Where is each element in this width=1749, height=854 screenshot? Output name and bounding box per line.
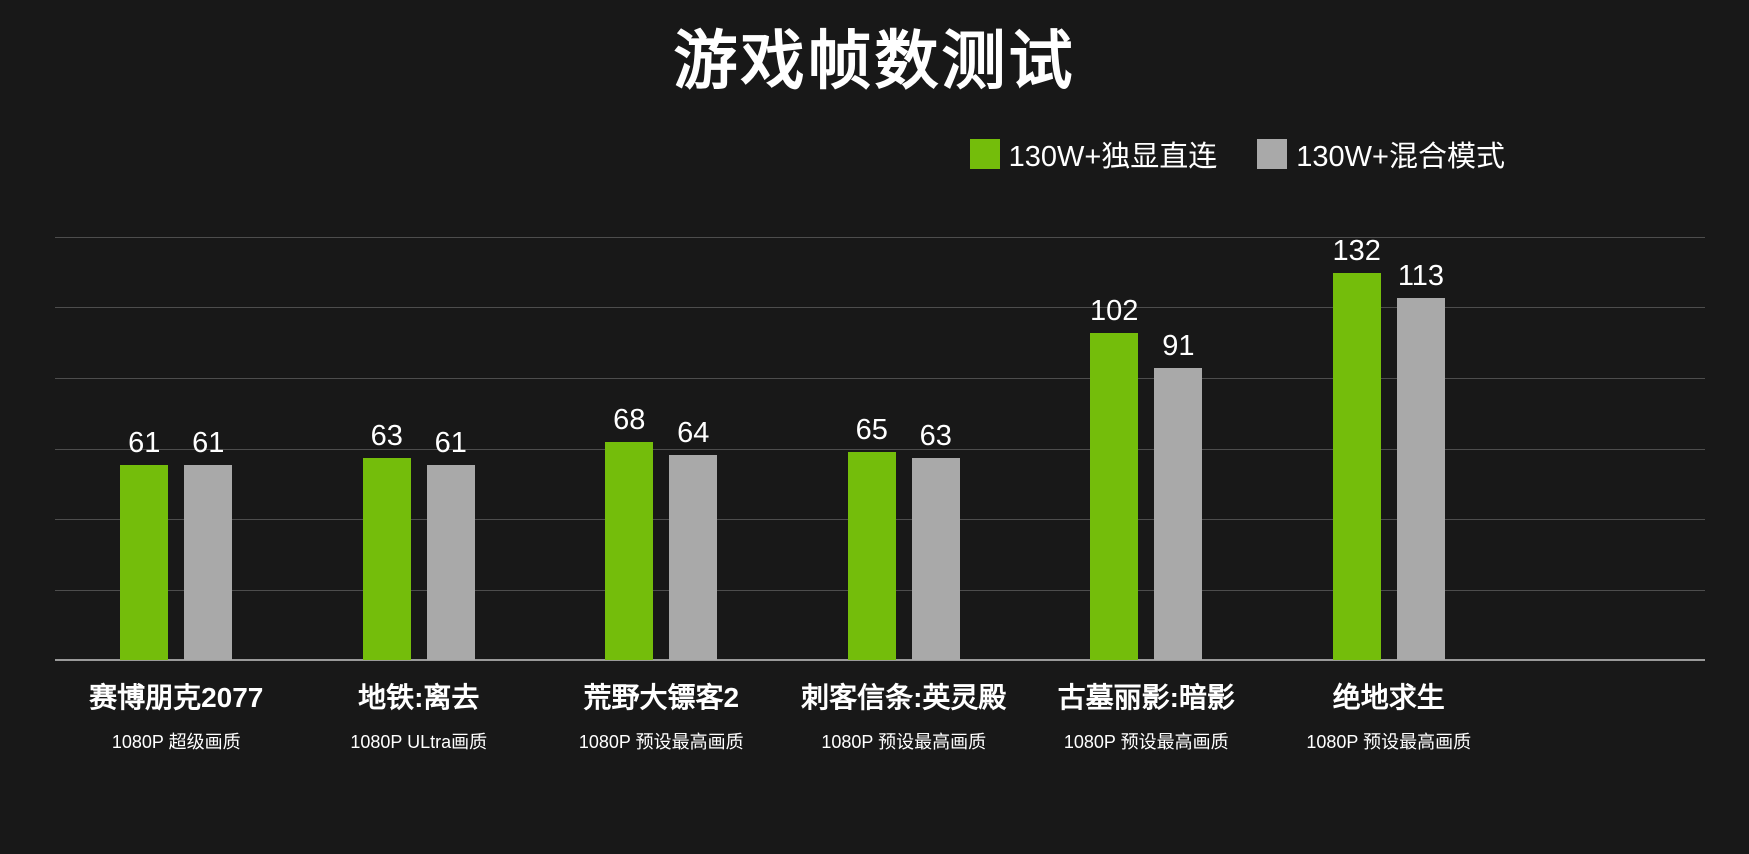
chart-title: 游戏帧数测试 [673, 25, 1076, 97]
gridline [55, 377, 1705, 379]
bar-value-label: 132 [1332, 235, 1381, 267]
x-axis-line [55, 659, 1705, 661]
bar-hybrid [669, 454, 718, 660]
bar-value-label: 61 [192, 426, 225, 459]
bar-direct [1332, 273, 1381, 660]
category-name: 古墓丽影:暗影 [1057, 682, 1235, 713]
bar-direct [605, 442, 654, 660]
legend: 130W+独显直连 130W+混合模式 [0, 133, 1505, 175]
category-name: 刺客信条:英灵殿 [801, 682, 1007, 713]
bar-groups: 61 61 63 61 68 64 65 63 102 91 132 113 [55, 237, 1510, 660]
bar-value-label: 102 [1090, 295, 1139, 328]
bar-hybrid [911, 458, 960, 660]
category-subtitle: 1080P 预设最高画质 [1063, 732, 1229, 752]
bar-group: 132 113 [1268, 237, 1511, 660]
category-label-col: 荒野大镖客2 1080P 预设最高画质 [540, 676, 783, 754]
bar-hybrid [1154, 368, 1203, 660]
category-label-col: 古墓丽影:暗影 1080P 预设最高画质 [1025, 676, 1268, 754]
category-name: 赛博朋克2077 [89, 682, 264, 713]
bar-group: 61 61 [55, 237, 298, 660]
category-subtitle: 1080P 预设最高画质 [578, 732, 744, 752]
category-name: 地铁:离去 [358, 682, 480, 713]
legend-swatch-hybrid-icon [1257, 139, 1288, 169]
bar-group: 68 64 [540, 237, 783, 660]
bar-value-label: 68 [613, 404, 646, 437]
bar-group: 102 91 [1025, 237, 1268, 660]
category-subtitle: 1080P 预设最高画质 [821, 732, 987, 752]
legend-swatch-direct-icon [969, 139, 1000, 169]
bar-value-label: 61 [434, 426, 467, 459]
bar-value-label: 113 [1397, 259, 1445, 292]
category-subtitle: 1080P 预设最高画质 [1306, 732, 1472, 752]
bar-value-label: 91 [1162, 330, 1195, 363]
category-label-col: 地铁:离去 1080P ULtra画质 [298, 676, 541, 754]
bar-value-label: 63 [370, 420, 403, 453]
legend-item-direct: 130W+独显直连 [969, 133, 1218, 175]
bar-direct [362, 458, 411, 660]
bar-group: 63 61 [298, 237, 541, 660]
bar-hybrid [184, 464, 233, 660]
legend-item-hybrid: 130W+混合模式 [1257, 133, 1505, 175]
category-name: 荒野大镖客2 [583, 682, 740, 713]
bar-value-label: 64 [677, 416, 710, 449]
bar-direct [847, 451, 896, 660]
category-name: 绝地求生 [1332, 682, 1445, 713]
gridline [55, 237, 1705, 238]
bar-direct [1090, 333, 1139, 660]
category-label-col: 绝地求生 1080P 预设最高画质 [1268, 676, 1511, 754]
bar-value-label: 61 [128, 426, 161, 459]
bar-direct [120, 464, 169, 660]
category-subtitle: 1080P ULtra画质 [350, 732, 488, 752]
bar-hybrid [426, 464, 475, 660]
gridline [55, 307, 1705, 309]
bar-hybrid [1396, 297, 1445, 660]
legend-label-direct: 130W+独显直连 [1008, 141, 1218, 173]
category-label-col: 赛博朋克2077 1080P 超级画质 [55, 676, 298, 754]
bar-value-label: 63 [919, 420, 952, 453]
bar-value-label: 65 [855, 413, 888, 446]
gridline [55, 448, 1705, 450]
category-labels: 赛博朋克2077 1080P 超级画质 地铁:离去 1080P ULtra画质 荒野大镖… [55, 676, 1510, 754]
category-label-col: 刺客信条:英灵殿 1080P 预设最高画质 [783, 676, 1026, 754]
bar-group: 65 63 [783, 237, 1026, 660]
legend-label-hybrid: 130W+混合模式 [1296, 141, 1505, 173]
category-subtitle: 1080P 超级画质 [111, 732, 241, 752]
